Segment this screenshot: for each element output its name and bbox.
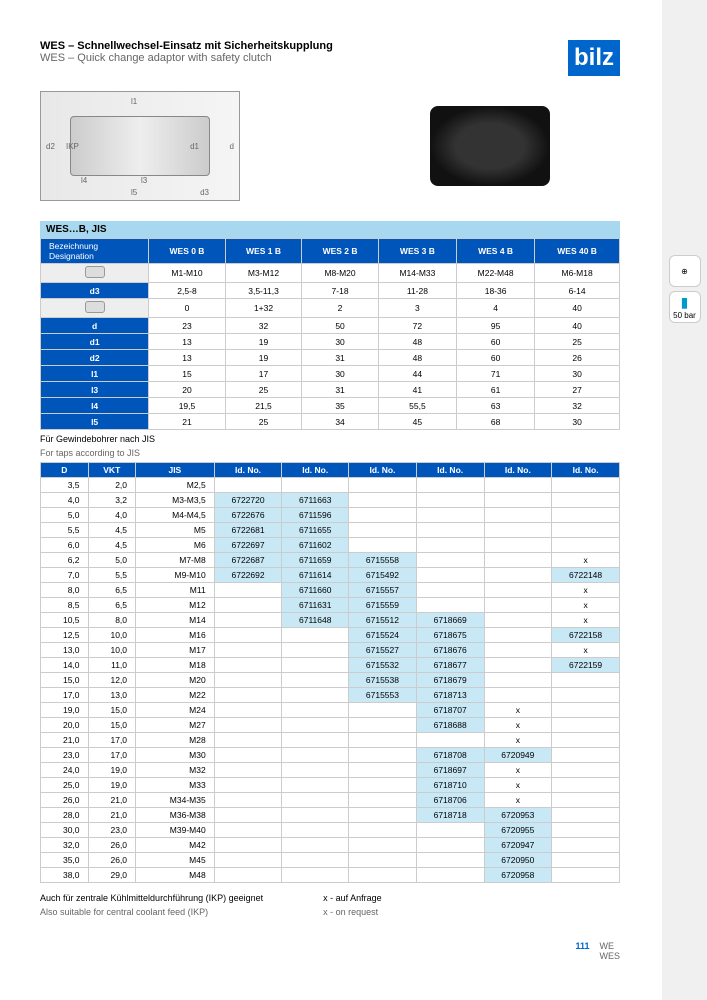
jis-note-en: For taps according to JIS — [40, 448, 620, 458]
header: WES – Schnellwechsel-Einsatz mit Sicherh… — [40, 40, 620, 76]
title-en: WES – Quick change adaptor with safety c… — [40, 52, 333, 64]
footnote-en: Also suitable for central coolant feed (… — [40, 907, 263, 917]
jis-table: DVKTJISId. No.Id. No.Id. No.Id. No.Id. N… — [40, 462, 620, 883]
sidebar: ⊕ ▮50 bar — [662, 0, 707, 1000]
jis-note-de: Für Gewindebohrer nach JIS — [40, 434, 620, 444]
technical-diagram: l1 d2 IKP d1 d l4 l3 l5 d3 — [40, 91, 240, 201]
title-de: WES – Schnellwechsel-Einsatz mit Sicherh… — [40, 40, 333, 52]
spec-table: Bezeichnung Designation WES 0 B WES 1 B … — [40, 238, 620, 430]
footer: 111 WE WES — [40, 941, 620, 961]
diagram-row: l1 d2 IKP d1 d l4 l3 l5 d3 — [40, 91, 620, 201]
designation-en: Designation — [49, 251, 144, 261]
logo: bilz — [568, 40, 620, 76]
footnote-de: Auch für zentrale Kühlmitteldurchführung… — [40, 893, 263, 903]
product-photo — [430, 106, 550, 186]
section-title: WES…B, JIS — [40, 221, 620, 238]
designation-de: Bezeichnung — [49, 241, 144, 251]
sidebar-icon-2: ▮50 bar — [669, 291, 701, 323]
legend-en: x - on request — [323, 907, 382, 917]
legend-de: x - auf Anfrage — [323, 893, 382, 903]
sidebar-icon-1: ⊕ — [669, 255, 701, 287]
page-number: 111 — [575, 941, 589, 951]
